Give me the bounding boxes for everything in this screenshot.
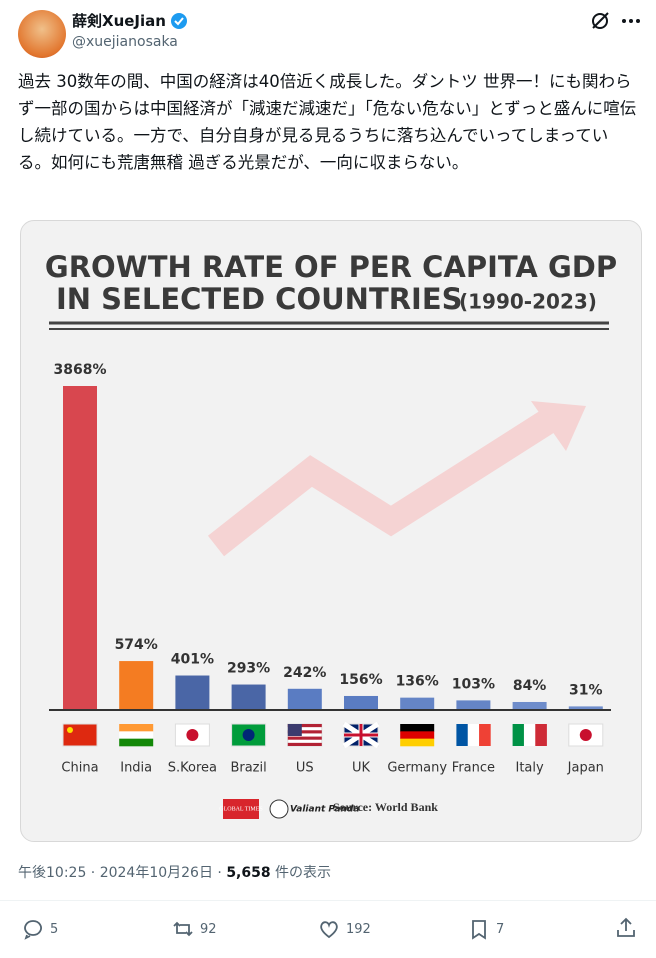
author-name[interactable]: 薛剣XueJian [72,12,166,30]
x-tick-label: China [61,761,98,776]
bar [231,684,266,709]
flag-part [287,724,322,728]
value-label: 242% [283,665,326,681]
bookmark-button[interactable]: 7 [468,918,504,940]
flag-part [456,724,469,746]
bookmark-count: 7 [496,921,505,937]
chart-title: IN SELECTED COUNTRIES [56,282,463,316]
flag-part [287,742,322,746]
bar [63,386,97,709]
flag-part [579,729,592,741]
reply-count: 5 [50,921,59,937]
logo: Valiant Panda [290,805,359,815]
chart-title: GROWTH RATE OF PER CAPITA GDP [45,250,617,284]
bar [175,675,210,709]
x-tick-label: Italy [515,761,544,776]
avatar[interactable] [18,10,66,58]
bar [287,688,322,709]
x-tick-label: Germany [387,761,447,776]
chart-subtitle: (1990-2023) [459,290,597,314]
flag-part [287,724,302,736]
bar [512,701,547,709]
flag-part [242,729,255,741]
decor-arrowhead [531,401,586,451]
flag-part [400,738,435,747]
post-text: 過去 30数年の間、中国の経済は40倍近く成長した。ダントツ 世界一！にも関わら… [18,72,637,172]
bar [119,661,154,709]
divider [0,900,656,901]
x-tick-label: Brazil [230,761,266,776]
flag-part [119,724,154,732]
x-tick-label: US [296,761,314,776]
header-icons [592,12,640,29]
flag-part [62,723,98,747]
value-label: 156% [339,672,382,688]
flag-part [512,724,525,746]
chart: GROWTH RATE OF PER CAPITA GDP IN SELECTE… [45,250,617,819]
x-tick-label: India [120,761,152,776]
x-tick-label: Japan [567,761,604,776]
bar [568,706,603,709]
share-button[interactable] [614,916,638,940]
x-tick-label: France [452,761,495,776]
logo-box [223,799,259,819]
flag-part [287,730,322,734]
flag-part [119,738,154,747]
logo-icon [269,799,289,819]
like-count: 192 [346,921,371,937]
value-label: 3868% [54,362,107,378]
value-label: 401% [171,652,214,668]
flag-part [523,724,536,746]
source: Source: World Bank [333,800,438,814]
flag-part [400,724,435,732]
value-label: 293% [227,661,270,677]
decor-arrow [207,405,563,557]
flag-part [535,724,547,746]
bar [344,695,378,709]
reply-button[interactable]: 5 [22,918,58,940]
flag-part [467,724,480,746]
view-label: 件の表示 [270,865,332,881]
grok-icon[interactable] [592,13,608,29]
flag-part [479,724,491,746]
author-name-row: 薛剣XueJian [72,10,188,31]
value-label: 31% [569,682,603,698]
flag-part [400,731,435,739]
post-meta: 午後10:25 · 2024年10月26日 · 5,658 件の表示 [18,862,331,882]
more-icon[interactable] [622,19,640,23]
value-label: 574% [115,637,158,653]
x-tick-label: UK [352,761,371,776]
repost-button[interactable]: 92 [172,918,217,940]
flag-part [67,727,73,733]
repost-count: 92 [200,921,217,937]
verified-badge [170,12,187,29]
view-count: 5,658 [226,865,271,881]
bar [456,700,491,709]
flag-part [287,736,322,740]
flag-part [119,731,154,739]
bar [400,697,435,709]
flag-part [186,729,199,741]
author-handle[interactable]: @xuejianosaka [72,34,178,50]
value-label: 103% [452,676,495,692]
value-label: 136% [396,674,439,690]
image-card[interactable]: GROWTH RATE OF PER CAPITA GDP IN SELECTE… [20,220,642,842]
logo: GLOBAL TIMES [219,806,263,812]
flag-part [344,724,378,746]
x-tick-label: S.Korea [168,761,217,776]
value-label: 84% [513,678,547,694]
like-button[interactable]: 192 [318,918,371,940]
timestamp[interactable]: 午後10:25 · 2024年10月26日 · [18,865,227,881]
